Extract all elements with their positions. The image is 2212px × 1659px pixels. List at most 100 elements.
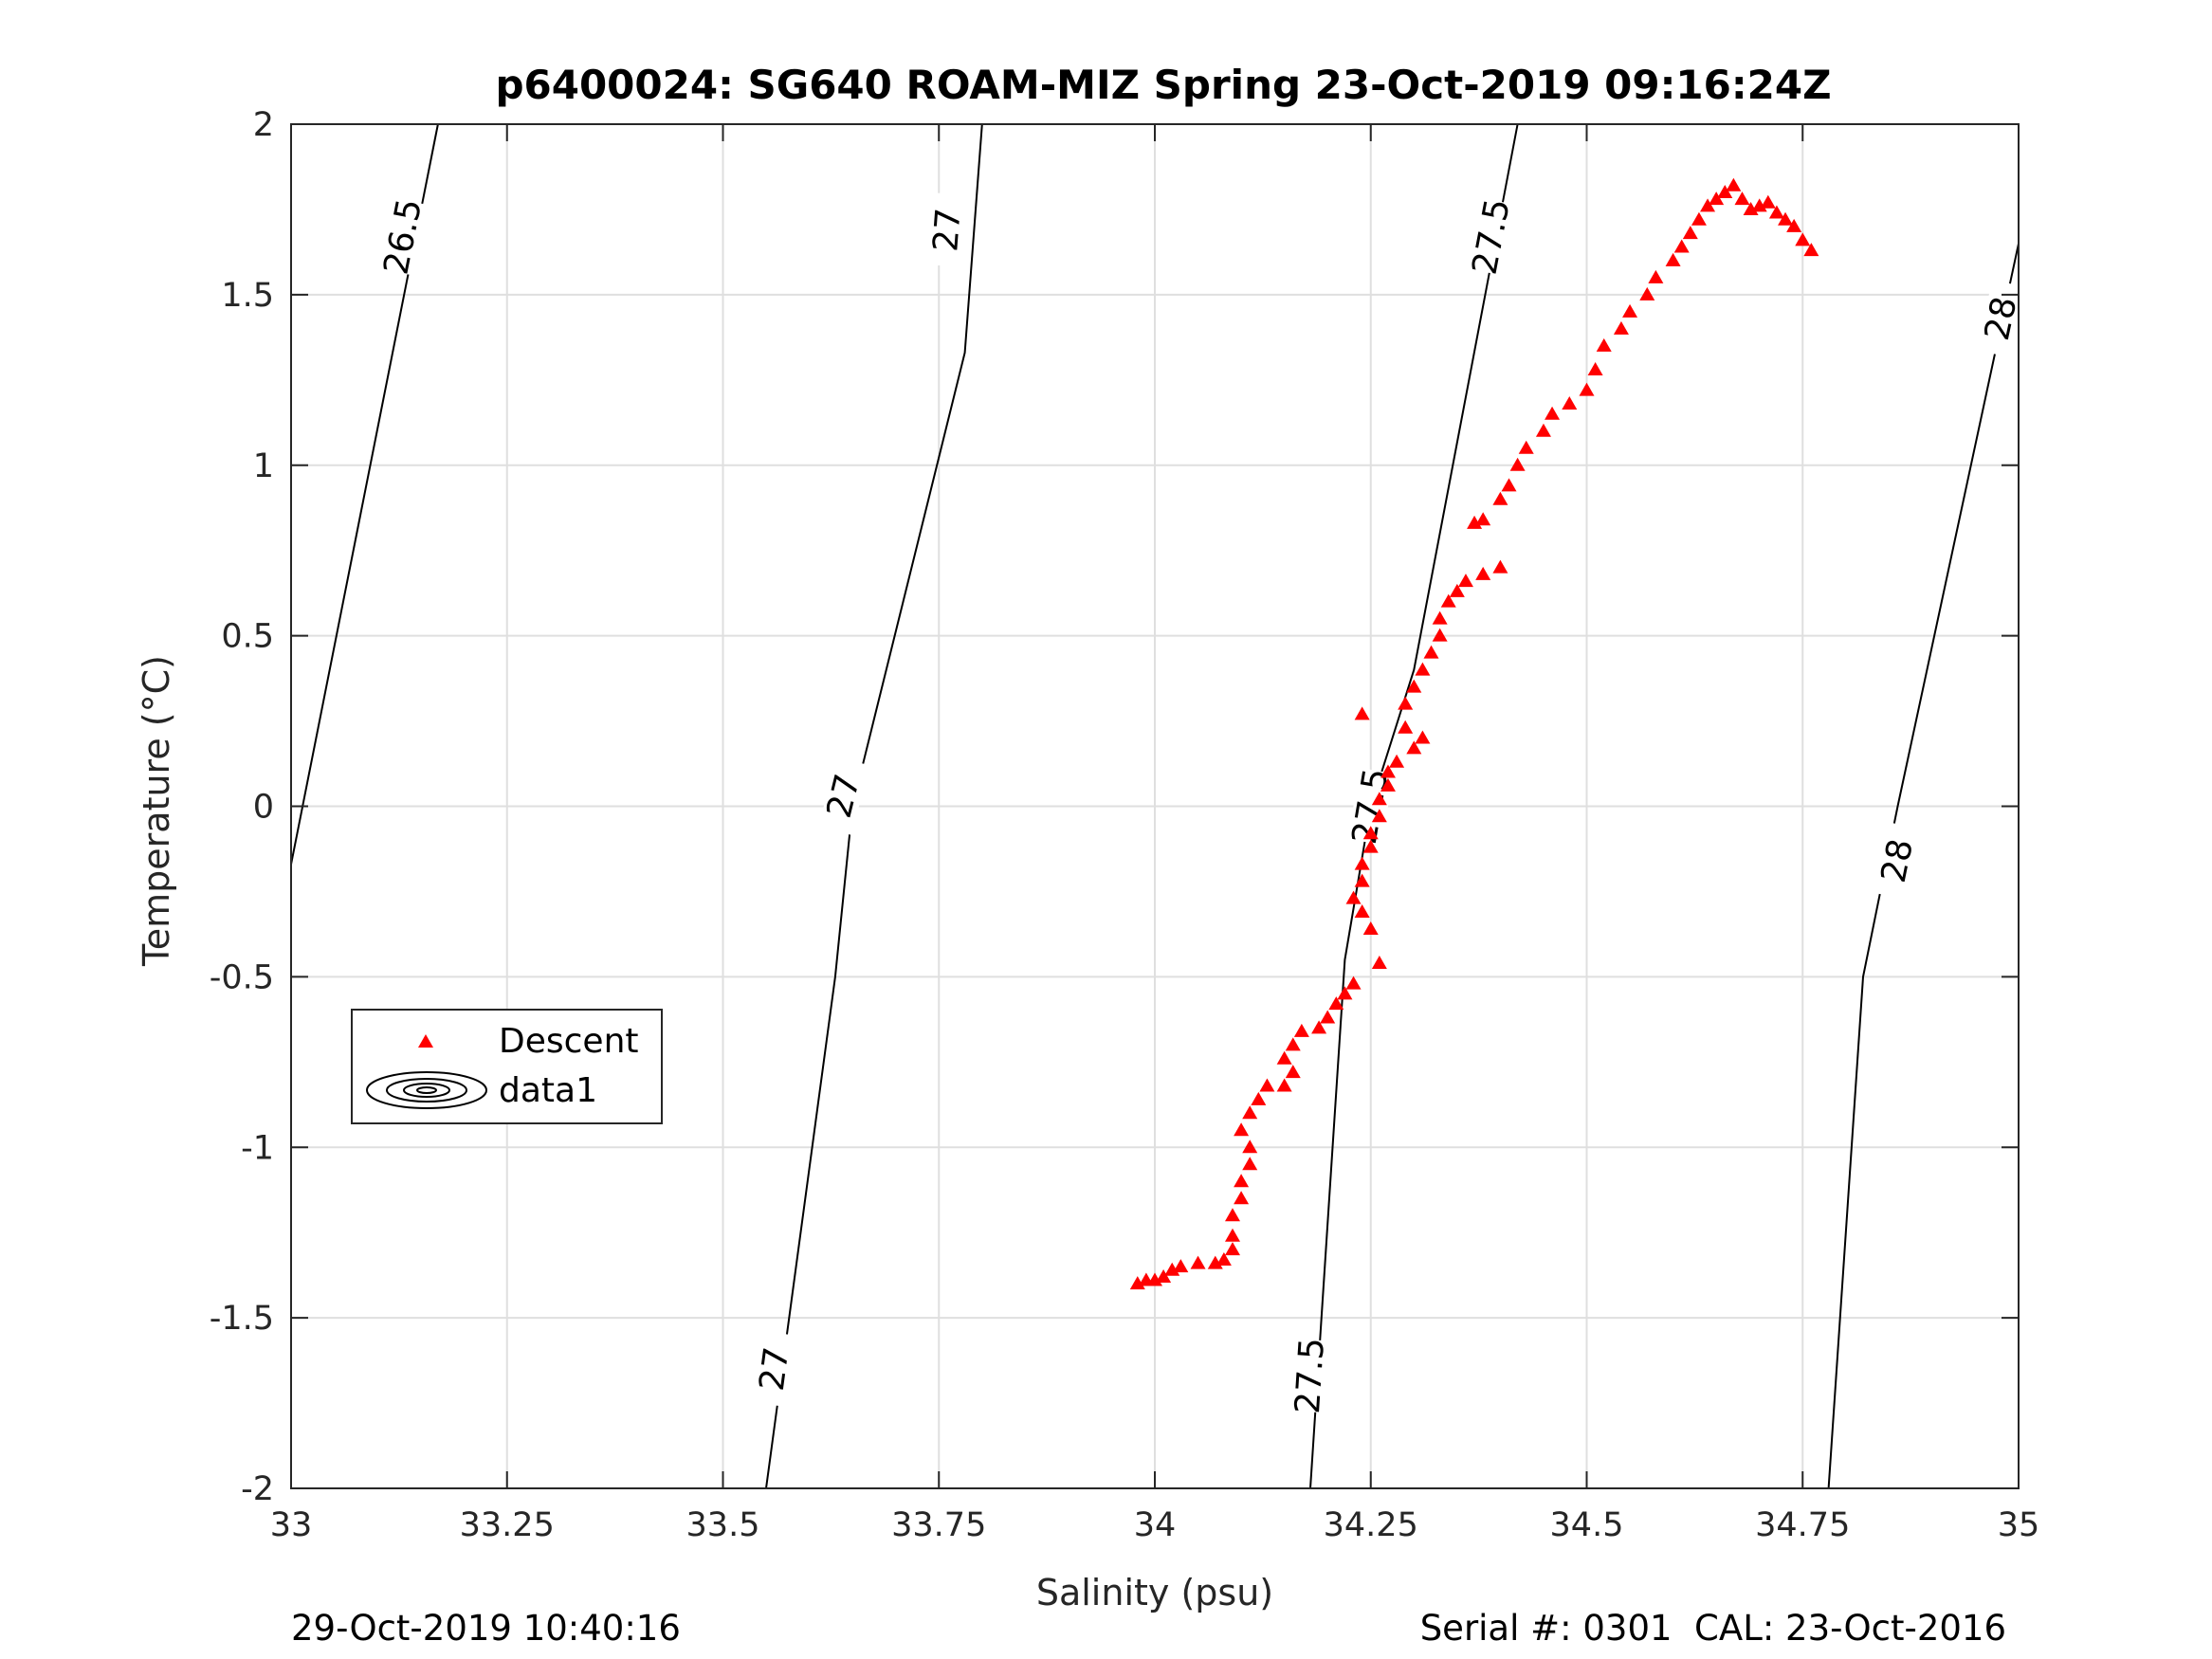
- descent-point: [1234, 1122, 1250, 1137]
- descent-point: [1467, 515, 1483, 529]
- contour-label-mask: [1290, 1339, 1330, 1413]
- descent-point: [1156, 1268, 1172, 1283]
- descent-point: [1457, 574, 1473, 588]
- descent-point: [1734, 191, 1750, 206]
- axis-ticks: 33 33.25 33.5 33.75 34 34.25 34.5 34.75 35 -2 -1.5…: [210, 106, 2040, 1544]
- descent-point: [1242, 1157, 1258, 1171]
- descent-point: [1224, 1208, 1240, 1222]
- descent-point: [1259, 1078, 1275, 1092]
- contour-label-28: 28: [1978, 293, 2025, 343]
- x-tick-label: 35: [1998, 1506, 2040, 1544]
- descent-point: [1207, 1255, 1223, 1269]
- descent-point: [1398, 720, 1414, 734]
- descent-point: [1190, 1255, 1206, 1269]
- contour-label-mask: [818, 757, 869, 835]
- contour-label-mask: [927, 192, 968, 267]
- x-tick-label: 34.75: [1755, 1506, 1850, 1544]
- descent-point: [1726, 177, 1742, 191]
- x-tick-label: 33.5: [686, 1506, 760, 1544]
- x-axis-label: Salinity (psu): [1036, 1572, 1273, 1613]
- descent-point: [1173, 1259, 1189, 1273]
- descent-point: [1345, 975, 1362, 990]
- descent-point: [1293, 1023, 1309, 1037]
- descent-point: [1362, 921, 1379, 936]
- descent-point: [1164, 1262, 1180, 1276]
- contour-label-27: 27: [926, 207, 968, 253]
- descent-point: [1795, 232, 1811, 246]
- descent-point: [1449, 583, 1465, 597]
- grid-lines: [290, 123, 2020, 1489]
- descent-point: [1622, 303, 1638, 318]
- descent-point: [1475, 566, 1491, 580]
- contour-label-mask: [1977, 280, 2026, 357]
- legend-box: [351, 1009, 663, 1124]
- descent-point: [1535, 423, 1551, 437]
- descent-point: [1518, 440, 1534, 454]
- descent-point: [1129, 1276, 1145, 1290]
- descent-point: [1432, 628, 1448, 642]
- contour-label-27.5: 27.5: [1289, 1337, 1332, 1415]
- x-tick-label: 34.5: [1550, 1506, 1624, 1544]
- descent-point: [1492, 491, 1508, 505]
- descent-point: [1234, 1174, 1250, 1188]
- descent-point: [1501, 478, 1517, 492]
- x-tick-label: 34.25: [1324, 1506, 1418, 1544]
- descent-point: [1743, 201, 1759, 215]
- descent-point: [1709, 191, 1725, 206]
- descent-point: [1337, 986, 1353, 1000]
- descent-point: [1492, 559, 1508, 574]
- descent-point: [1311, 1020, 1327, 1034]
- descent-point: [1415, 730, 1431, 744]
- descent-point: [1354, 873, 1370, 887]
- legend: Descent data1: [351, 1009, 663, 1124]
- descent-point: [1613, 320, 1629, 335]
- descent-point: [1440, 593, 1456, 608]
- descent-point: [1768, 205, 1784, 219]
- legend-contour-icon: [366, 1071, 487, 1109]
- descent-point: [1406, 679, 1422, 693]
- descent-point: [1371, 809, 1387, 823]
- x-tick-label: 33: [270, 1506, 313, 1544]
- descent-point: [1639, 286, 1655, 301]
- descent-point: [1751, 198, 1767, 212]
- descent-point: [1648, 269, 1664, 283]
- chart-title: p6400024: SG640 ROAM-MIZ Spring 23-Oct-2…: [495, 62, 1831, 108]
- descent-point: [1371, 792, 1387, 806]
- descent-point: [1380, 764, 1396, 778]
- descent-point: [1362, 839, 1379, 853]
- descent-point: [1717, 184, 1733, 198]
- descent-point: [1285, 1037, 1301, 1051]
- descent-point: [1276, 1050, 1292, 1065]
- descent-point: [1380, 777, 1396, 792]
- descent-point: [1362, 826, 1379, 840]
- y-tick-label: -0.5: [210, 958, 274, 996]
- y-tick-label: 1.5: [221, 277, 274, 315]
- y-tick-label: -1.5: [210, 1300, 274, 1338]
- descent-point: [1216, 1251, 1232, 1266]
- descent-point: [1354, 856, 1370, 870]
- descent-point: [1354, 904, 1370, 919]
- y-axis-label: Temperature (°C): [136, 655, 177, 967]
- descent-points: [1129, 177, 1819, 1290]
- descent-point: [1285, 1065, 1301, 1079]
- descent-point: [1328, 996, 1344, 1011]
- x-tick-label: 34: [1134, 1506, 1177, 1544]
- descent-point: [1242, 1139, 1258, 1154]
- descent-point: [1406, 740, 1422, 755]
- contour-label-28: 28: [1874, 836, 1921, 886]
- x-tick-label: 33.75: [891, 1506, 986, 1544]
- descent-point: [1224, 1228, 1240, 1242]
- descent-point: [1778, 211, 1794, 226]
- descent-point: [1371, 955, 1387, 969]
- descent-point: [1691, 211, 1707, 226]
- descent-point: [1562, 395, 1578, 410]
- descent-point: [1224, 1242, 1240, 1256]
- descent-point: [1760, 194, 1776, 209]
- descent-point: [1398, 696, 1414, 710]
- legend-descent-marker: [418, 1034, 433, 1048]
- descent-point: [1545, 406, 1561, 420]
- descent-point: [1587, 362, 1603, 376]
